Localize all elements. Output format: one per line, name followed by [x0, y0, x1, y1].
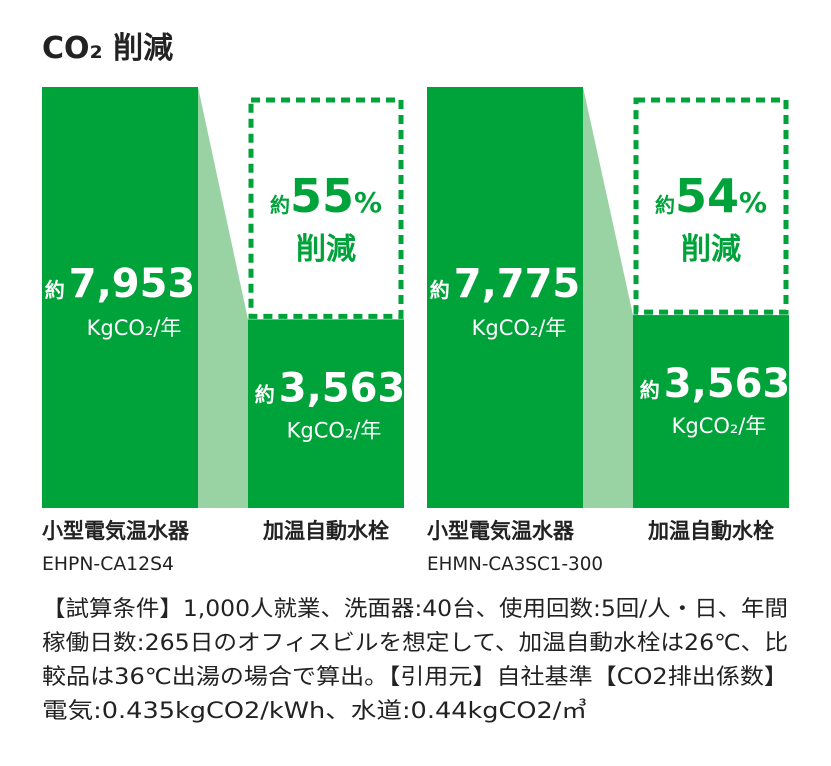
value-prefix: 約	[45, 278, 65, 302]
model-label: EHPN-CA12S4	[42, 553, 174, 575]
bar	[42, 87, 198, 508]
value-label: 約 3,563	[640, 361, 791, 407]
note-line: 電気:0.435kgCO2/kWh、水道:0.44kgCO2/㎥	[42, 698, 587, 724]
note-line: 【試算条件】1,000人就業、洗面器:40台、使用回数:5回/人・日、年間	[42, 597, 788, 622]
model-label: EHMN-CA3SC1-300	[427, 553, 603, 575]
reduction-label: 約55%	[270, 169, 382, 223]
reduction-prefix: 約	[655, 193, 675, 217]
value-number: 7,953	[69, 261, 196, 307]
category-label: 加温自動水栓	[647, 519, 774, 543]
note-line: 較品は36℃出湯の場合で算出。【引用元】自社基準【CO2排出係数】	[42, 665, 788, 690]
value-prefix: 約	[255, 382, 275, 406]
bar	[633, 315, 789, 508]
value-unit: KgCO₂/年	[672, 414, 767, 438]
reduction-text: 削減	[681, 232, 741, 267]
value-label: 約 7,775	[430, 261, 581, 307]
value-unit: KgCO₂/年	[472, 316, 567, 340]
reduction-value: 54	[675, 169, 739, 223]
bar	[248, 319, 404, 508]
value-number: 3,563	[664, 361, 791, 407]
title: CO₂ 削減	[42, 31, 173, 66]
value-label: 約 7,953	[45, 261, 196, 307]
reduction-label: 約54%	[655, 169, 767, 223]
value-number: 3,563	[279, 365, 406, 411]
value-unit: KgCO₂/年	[287, 418, 382, 442]
reduction-prefix: 約	[270, 193, 290, 217]
value-prefix: 約	[430, 278, 450, 302]
value-number: 7,775	[454, 261, 581, 307]
value-unit: KgCO₂/年	[87, 316, 182, 340]
reduction-text: 削減	[296, 232, 356, 267]
connector	[583, 87, 633, 508]
reduction-unit: %	[739, 186, 767, 219]
note-line: 稼働日数:265日のオフィスビルを想定して、加温自動水栓は26℃、比	[42, 631, 788, 656]
reduction-unit: %	[354, 186, 382, 219]
value-label: 約 3,563	[255, 365, 406, 411]
reduction-box	[248, 97, 404, 319]
bar	[427, 87, 583, 508]
reduction-value: 55	[290, 169, 354, 223]
category-label: 加温自動水栓	[262, 519, 389, 543]
value-prefix: 約	[640, 378, 660, 402]
category-label: 小型電気温水器	[427, 519, 575, 543]
reduction-box	[633, 97, 789, 315]
category-label: 小型電気温水器	[42, 519, 190, 543]
connector	[198, 87, 248, 508]
